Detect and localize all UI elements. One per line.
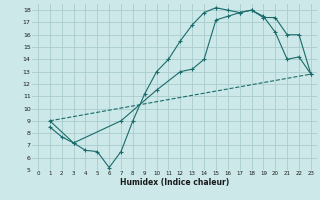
X-axis label: Humidex (Indice chaleur): Humidex (Indice chaleur) (120, 178, 229, 187)
